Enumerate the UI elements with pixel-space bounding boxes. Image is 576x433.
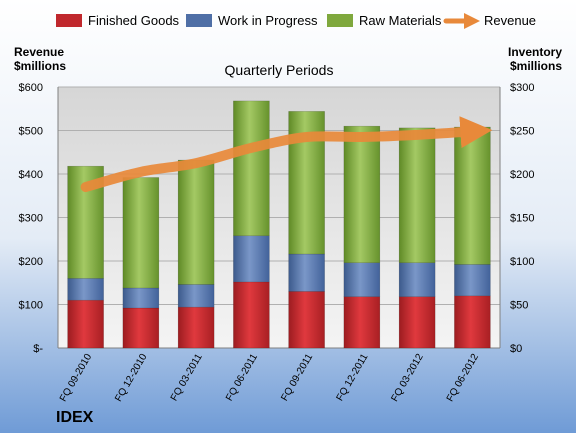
bar-work-in-progress	[343, 262, 381, 297]
right-axis-tick-label: $200	[510, 169, 534, 181]
bar-finished-goods	[177, 306, 215, 349]
right-axis-tick-label: $300	[510, 82, 534, 94]
legend: Finished Goods Work in Progress Raw Mate…	[56, 12, 536, 29]
bar-finished-goods	[454, 295, 491, 349]
bar-finished-goods	[233, 281, 270, 349]
left-axis-tick-label: $300	[19, 213, 43, 225]
right-axis-title-line2: $millions	[510, 59, 562, 73]
bar-work-in-progress	[233, 235, 270, 283]
left-axis-tick-label: $400	[19, 169, 43, 181]
left-axis-title-line2: $millions	[14, 59, 66, 73]
right-axis-tick-label: $250	[510, 126, 534, 138]
bar-work-in-progress	[177, 284, 215, 308]
right-axis-tick-label: $0	[510, 343, 522, 355]
bar-finished-goods	[288, 291, 325, 349]
legend-swatch-work-in-progress	[186, 14, 212, 27]
legend-swatch-raw-materials	[327, 14, 353, 27]
left-axis-tick-label: $200	[19, 256, 43, 268]
legend-label-work-in-progress: Work in Progress	[218, 13, 318, 28]
right-axis-title-line1: Inventory	[508, 45, 562, 59]
bar-work-in-progress	[454, 264, 491, 297]
bar-work-in-progress	[398, 262, 436, 297]
revenue-line	[80, 116, 493, 193]
left-axis-tick-label: $600	[19, 82, 43, 94]
left-axis-tick-label: $500	[19, 126, 43, 138]
legend-label-raw-materials: Raw Materials	[359, 13, 442, 28]
right-axis-tick-label: $50	[510, 300, 528, 312]
left-axis-title-line1: Revenue	[14, 45, 64, 59]
left-axis-tick-label: $100	[19, 300, 43, 312]
legend-label-finished-goods: Finished Goods	[88, 13, 180, 28]
right-axis-ticks: $0 $50 $100 $150 $200 $250 $300	[510, 82, 534, 355]
bar-finished-goods	[343, 296, 381, 349]
bar-raw-materials	[233, 100, 270, 237]
bar-work-in-progress	[122, 287, 160, 309]
bar-finished-goods	[122, 307, 160, 349]
bar-finished-goods	[398, 296, 436, 349]
bar-raw-materials	[343, 125, 381, 263]
right-axis-tick-label: $100	[510, 256, 534, 268]
left-axis-ticks: $- $100 $200 $300 $400 $500 $600	[19, 82, 44, 355]
bar-raw-materials	[177, 159, 215, 285]
right-axis-tick-label: $150	[510, 213, 534, 225]
company-label: IDEX	[56, 409, 94, 426]
legend-label-revenue: Revenue	[484, 13, 536, 28]
bar-work-in-progress	[288, 253, 325, 292]
chart-title: Quarterly Periods	[225, 62, 334, 78]
bar-work-in-progress	[67, 278, 104, 301]
bar-raw-materials	[122, 177, 160, 289]
revenue-line-layer	[80, 116, 493, 193]
bar-raw-materials	[454, 126, 491, 265]
bar-raw-materials	[398, 127, 436, 263]
bar-finished-goods	[67, 299, 104, 349]
legend-swatch-finished-goods	[56, 14, 82, 27]
left-axis-tick-label: $-	[33, 343, 43, 355]
